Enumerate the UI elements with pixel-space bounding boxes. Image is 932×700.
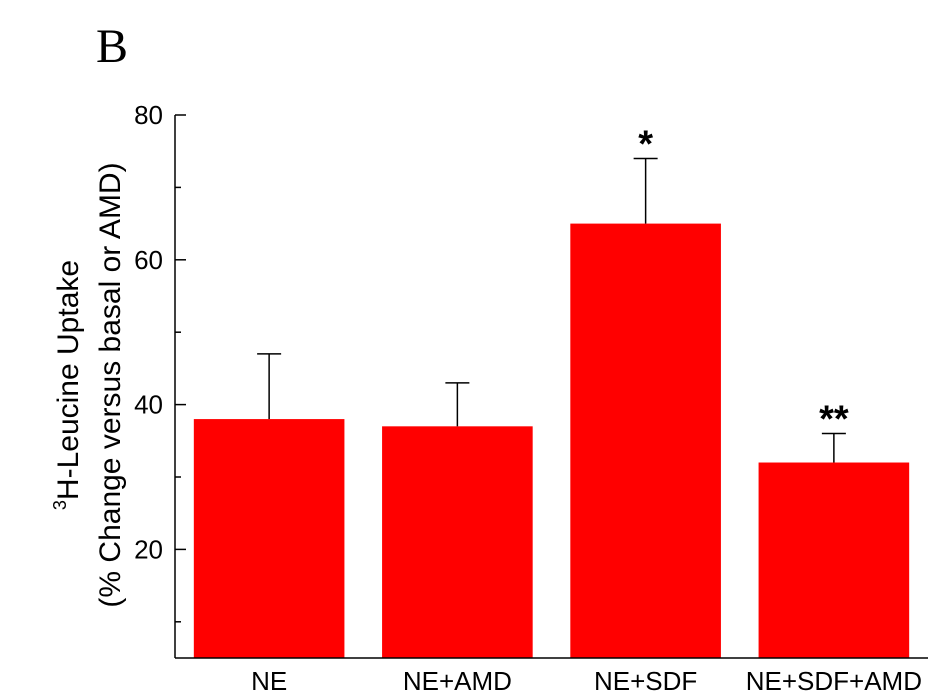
y-axis-label: 3H-Leucine Uptake (% Change versus basal… [50, 162, 127, 607]
y-axis-label-superscript: 3 [50, 500, 70, 510]
y-tick-label-3: 60 [134, 245, 163, 275]
error-bars-group [257, 157, 846, 463]
y-axis-label-line1: 3H-Leucine Uptake [50, 260, 85, 510]
bar-4 [758, 462, 910, 658]
x-axis: NE NE+AMD NE+SDF NE+SDF+AMD [175, 657, 928, 696]
panel-label: B [96, 20, 128, 73]
y-axis: 20 40 60 80 [134, 100, 186, 658]
annotations-group: *** [638, 123, 849, 440]
x-tick-label-2: NE+AMD [403, 666, 512, 696]
x-tick-label-1: NE [251, 666, 287, 696]
bar-3 [570, 223, 721, 658]
bars-group [193, 223, 910, 658]
y-tick-label-2: 40 [134, 390, 163, 420]
bar-1 [193, 419, 345, 658]
y-axis-label-line2: (% Change versus basal or AMD) [94, 162, 127, 607]
significance-marker-3: * [638, 123, 653, 165]
y-axis-label-text: H-Leucine Uptake [52, 260, 85, 500]
y-tick-label-1: 20 [134, 534, 163, 564]
bar-2 [382, 426, 533, 658]
significance-marker-4: ** [819, 399, 849, 441]
y-tick-label-4: 80 [134, 100, 163, 130]
x-tick-label-4: NE+SDF+AMD [746, 666, 922, 696]
x-tick-label-3: NE+SDF [594, 666, 697, 696]
